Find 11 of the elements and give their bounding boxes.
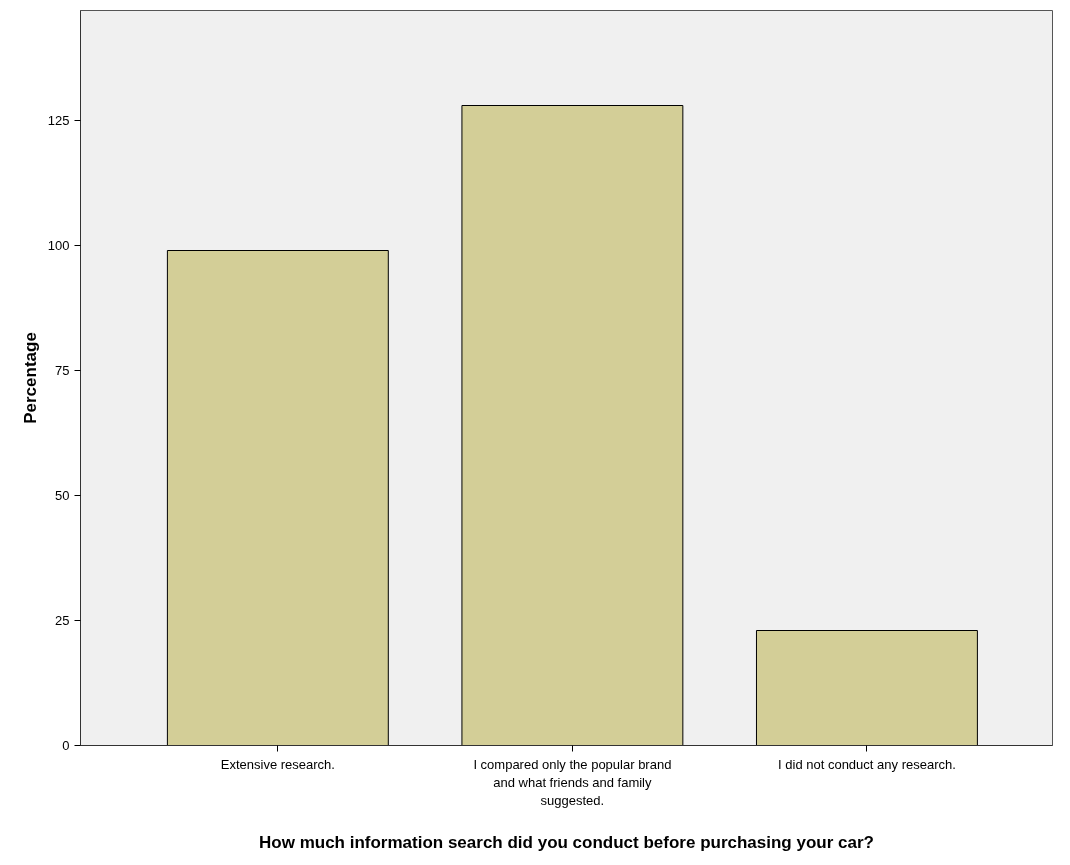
y-tick-label: 25: [55, 613, 70, 628]
y-tick-label: 0: [62, 738, 70, 753]
x-tick-label: I did not conduct any research.: [778, 756, 956, 772]
x-axis-title: How much information search did you conduct before purchasing your car?: [259, 832, 874, 852]
y-tick-label: 50: [55, 488, 70, 503]
y-tick-label: 100: [47, 238, 70, 253]
y-tick-label: 75: [55, 363, 70, 378]
y-tick-label: 125: [47, 113, 70, 128]
y-axis-title: Percentage: [20, 332, 40, 424]
x-tick-label: I compared only the popular brand and what friends and family suggested.: [473, 756, 672, 808]
x-tick-label: Extensive research.: [220, 756, 335, 772]
